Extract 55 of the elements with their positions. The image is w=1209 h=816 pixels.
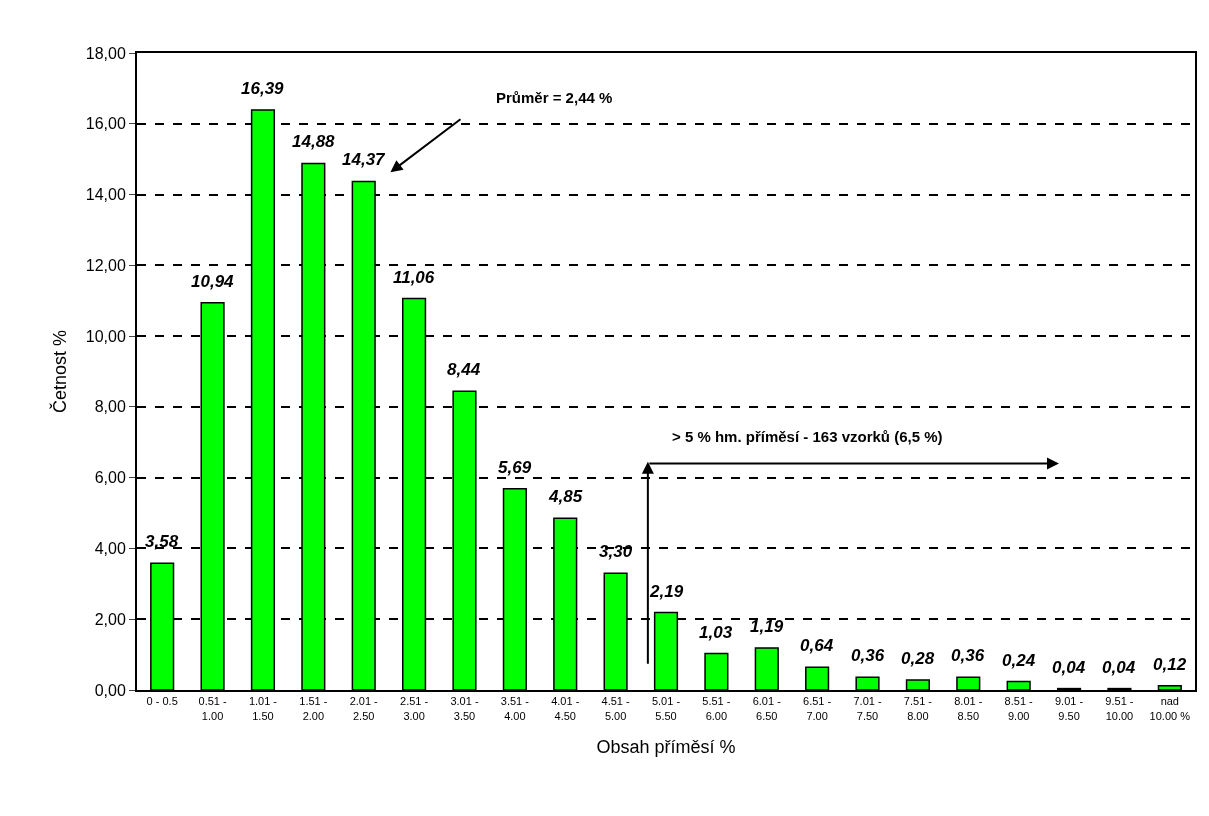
x-tick-label: 0 - 0.5: [146, 695, 178, 708]
data-label: 0,28: [901, 649, 935, 668]
y-tick-label: 12,00: [85, 256, 126, 274]
data-label: 16,39: [241, 79, 285, 98]
x-tick-label: 8.01 - 8.50: [954, 695, 983, 722]
y-tick-label: 6,00: [94, 469, 126, 487]
x-tick-label: 5.01 - 5.50: [651, 695, 681, 722]
data-label: 10,94: [191, 272, 235, 291]
data-label: 0,04: [1102, 658, 1136, 677]
x-tick-label: 4.51 - 5.00: [601, 695, 631, 722]
data-label: 14,88: [292, 132, 336, 151]
x-tick-label: 0.51 - 1.00: [198, 695, 227, 722]
x-tick-label: 3.01 - 3.50: [450, 695, 479, 722]
x-tick-label: 9.01 - 9.50: [1054, 695, 1084, 722]
data-label: 0,64: [800, 636, 834, 655]
x-tick-label: 7.01 - 7.50: [853, 695, 882, 722]
y-tick-label: 0,00: [94, 681, 126, 699]
x-tick-label: 3.51 - 4.00: [500, 695, 530, 722]
y-tick-label: 8,00: [94, 398, 126, 416]
x-tick-label: 6.51 - 7.00: [803, 695, 832, 722]
data-label: 0,36: [951, 646, 985, 665]
y-tick-label: 10,00: [85, 327, 126, 345]
x-tick-label: 9.51 - 10.00: [1105, 695, 1134, 722]
y-tick-label: 16,00: [85, 115, 126, 133]
x-tick-label: 2.01 - 2.50: [349, 695, 379, 722]
x-tick-label: 1.51 - 2.00: [299, 695, 328, 722]
annotation: > 5 % hm. příměsí - 163 vzorků (6,5 %): [672, 428, 943, 445]
y-tick-label: 18,00: [85, 44, 126, 62]
y-axis-title: Četnost %: [49, 329, 71, 414]
x-tick-label: 1.01 - 1.50: [248, 695, 278, 722]
data-label: 2,19: [649, 582, 684, 601]
annotation: Průměr = 2,44 %: [496, 89, 613, 106]
data-label: 11,06: [393, 268, 435, 287]
data-label: 0,04: [1052, 658, 1086, 677]
data-label: 1,03: [699, 623, 733, 642]
x-tick-label: 8.51 - 9.00: [1004, 695, 1034, 722]
x-tick-label: 2.51 - 3.00: [400, 695, 429, 722]
x-tick-label: nad 10.00 %: [1149, 695, 1191, 722]
x-axis-title: Obsah příměsí %: [596, 737, 736, 758]
data-label: 8,44: [447, 360, 481, 379]
x-tick-label: 4.01 - 4.50: [551, 695, 580, 722]
x-tick-label: 6.01 - 6.50: [752, 695, 782, 722]
data-label: 5,69: [498, 458, 532, 477]
data-label: 0,36: [851, 646, 885, 665]
data-label: 1,19: [750, 617, 784, 636]
data-label: 14,37: [342, 150, 387, 169]
data-label: 0,12: [1153, 655, 1187, 674]
y-tick-label: 4,00: [94, 540, 126, 558]
data-label: 3,58: [145, 532, 179, 551]
x-tick-label: 7.51 - 8.00: [903, 695, 933, 722]
y-tick-label: 2,00: [94, 610, 126, 628]
y-tick-label: 14,00: [85, 186, 126, 204]
x-tick-label: 5.51 - 6.00: [702, 695, 731, 722]
data-label: 0,24: [1002, 651, 1036, 670]
data-label: 4,85: [548, 487, 583, 506]
